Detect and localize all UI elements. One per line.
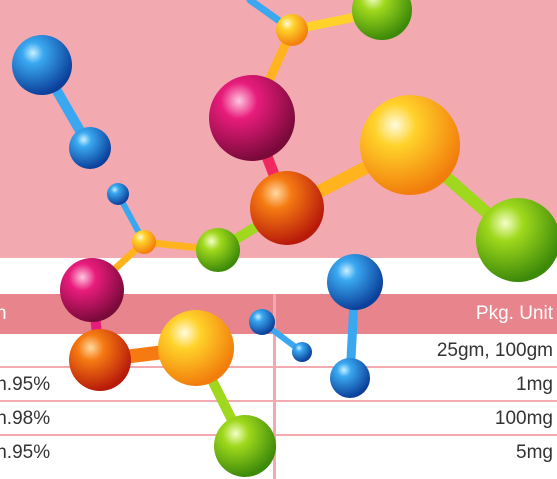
magenta-atom <box>209 75 295 161</box>
table-row: in.95% 5mg <box>0 436 557 468</box>
blue-atom <box>12 35 72 95</box>
green-atom <box>214 415 276 477</box>
blue-atom <box>69 127 111 169</box>
row-pkg: 1mg <box>516 374 553 395</box>
column-divider <box>273 294 276 479</box>
header-spec: n <box>0 303 7 324</box>
blue-atom <box>327 254 383 310</box>
yellow-atom <box>276 14 308 46</box>
yellow-atom <box>158 310 234 386</box>
table-row: in.95% 1mg <box>0 368 557 402</box>
yellow-atom <box>132 230 156 254</box>
green-atom <box>196 228 240 272</box>
table-row: 25gm, 100gm <box>0 334 557 368</box>
row-spec: in.98% <box>0 408 51 429</box>
blue-atom <box>249 309 275 335</box>
magenta-atom <box>60 258 124 322</box>
row-pkg: 100mg <box>494 408 553 429</box>
row-spec: in.95% <box>0 442 51 463</box>
row-pkg: 25gm, 100gm <box>436 340 553 361</box>
blue-atom <box>292 342 312 362</box>
header-pkg-unit: Pkg. Unit <box>475 303 553 324</box>
table-row: in.98% 100mg <box>0 402 557 436</box>
orange-atom <box>69 329 131 391</box>
row-spec: in.95% <box>0 374 51 395</box>
green-atom <box>476 198 557 282</box>
blue-atom <box>330 358 370 398</box>
blue-atom <box>107 183 129 205</box>
yellow-atom <box>360 95 460 195</box>
row-pkg: 5mg <box>516 442 553 463</box>
orange-atom <box>250 171 324 245</box>
green-atom <box>352 0 412 40</box>
